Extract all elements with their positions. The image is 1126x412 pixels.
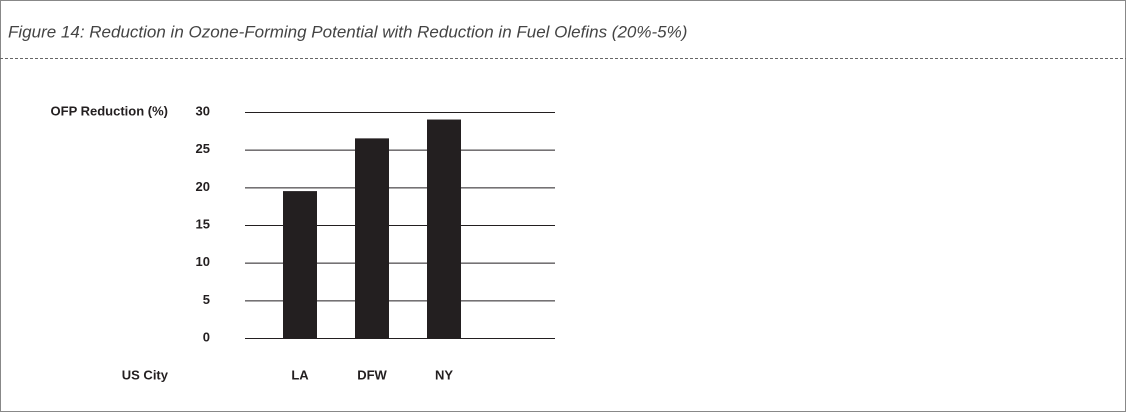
y-axis-label: OFP Reduction (%) <box>51 103 168 118</box>
y-tick-label: 10 <box>196 254 210 269</box>
bar <box>283 191 317 338</box>
bar <box>427 119 461 339</box>
x-tick-label: DFW <box>357 367 387 382</box>
y-tick-label: 0 <box>203 329 210 344</box>
x-tick-label: NY <box>435 367 453 382</box>
y-tick-label: 20 <box>196 179 210 194</box>
y-tick-label: 30 <box>196 103 210 118</box>
y-tick-label: 15 <box>196 216 210 231</box>
bar <box>355 138 389 338</box>
chart-title: Figure 14: Reduction in Ozone-Forming Po… <box>8 22 687 41</box>
y-tick-label: 25 <box>196 141 210 156</box>
x-axis-label: US City <box>122 367 169 382</box>
x-tick-label: LA <box>291 367 309 382</box>
y-tick-label: 5 <box>203 292 210 307</box>
